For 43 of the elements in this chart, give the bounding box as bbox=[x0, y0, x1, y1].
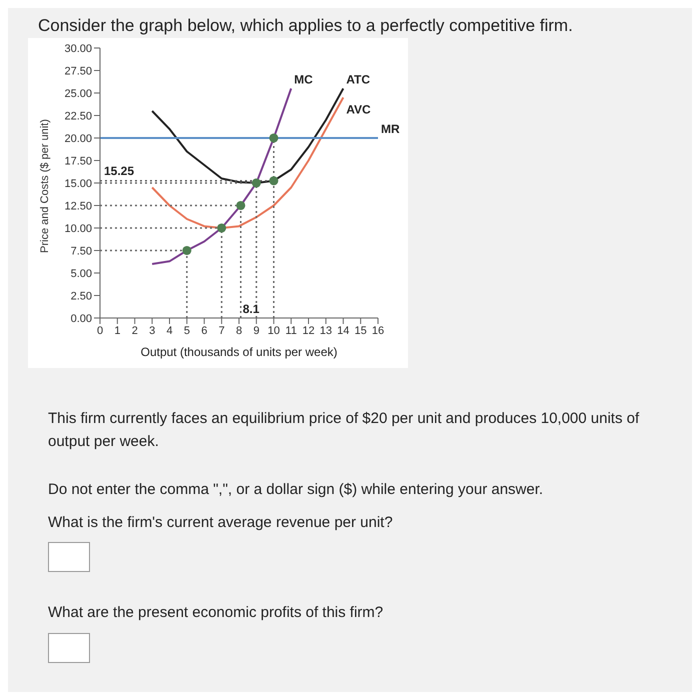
x-tick-label: 0 bbox=[96, 324, 104, 337]
x-tick-label: 8 bbox=[236, 324, 242, 337]
x-tick-label: 15 bbox=[354, 324, 367, 337]
x-tick-label: 2 bbox=[132, 324, 138, 337]
y-tick-label: 20.00 bbox=[64, 132, 92, 145]
x-tick-label: 9 bbox=[253, 324, 260, 337]
annotation: 15.25 bbox=[104, 164, 134, 178]
x-tick-label: 14 bbox=[337, 324, 350, 337]
y-tick-label: 10.00 bbox=[64, 222, 92, 235]
x-tick-label: 7 bbox=[218, 324, 225, 337]
x-tick-label: 11 bbox=[285, 324, 297, 337]
x-tick-label: 4 bbox=[166, 324, 173, 337]
series-label: ATC bbox=[346, 72, 370, 86]
x-tick-label: 13 bbox=[320, 324, 332, 337]
text: Do not enter the comma ",", or a dollar sign ($) while entering your answer. bbox=[48, 480, 544, 500]
y-tick-label: 25.00 bbox=[64, 88, 92, 100]
y-tick-label: 17.50 bbox=[64, 155, 92, 168]
y-tick-label: 27.50 bbox=[64, 65, 92, 78]
series-label: MR bbox=[381, 122, 400, 136]
text: What are the present economic profits of this firm? bbox=[48, 603, 384, 623]
x-tick-label: 16 bbox=[372, 324, 384, 337]
chart-title: Consider the graph below, which applies to a perfectly competitive firm. bbox=[37, 15, 574, 37]
y-tick-label: 0.00 bbox=[70, 312, 92, 325]
x-tick-label: 6 bbox=[201, 324, 208, 337]
y-tick-label: 7.50 bbox=[70, 245, 92, 258]
x-tick-label: 1 bbox=[114, 324, 120, 337]
x-tick-label: 10 bbox=[268, 324, 280, 337]
x-tick-label: 5 bbox=[184, 324, 190, 337]
y-tick-label: 15.00 bbox=[64, 178, 92, 190]
y-tick-label: 5.00 bbox=[70, 268, 92, 280]
x-tick-label: 3 bbox=[149, 324, 156, 337]
x-tick-label: 12 bbox=[302, 324, 315, 337]
y-axis-title: Price and Costs ($ per unit) bbox=[38, 119, 51, 253]
annotation: 8.1 bbox=[242, 302, 260, 316]
text: What is the firm's current average revenue per unit? bbox=[48, 512, 394, 532]
y-tick-label: 12.50 bbox=[64, 200, 92, 212]
text: This firm currently faces an equilibrium price of $20 per unit and produces 10,000 units of output per week. bbox=[48, 409, 640, 452]
y-tick-label: 30.00 bbox=[64, 42, 92, 55]
y-tick-label: 2.50 bbox=[70, 290, 92, 302]
x-axis-title: Output (thousands of units per week) bbox=[140, 345, 338, 359]
series-label: MC bbox=[294, 72, 314, 86]
series-label: AVC bbox=[346, 102, 372, 116]
y-tick-label: 22.50 bbox=[64, 110, 92, 122]
